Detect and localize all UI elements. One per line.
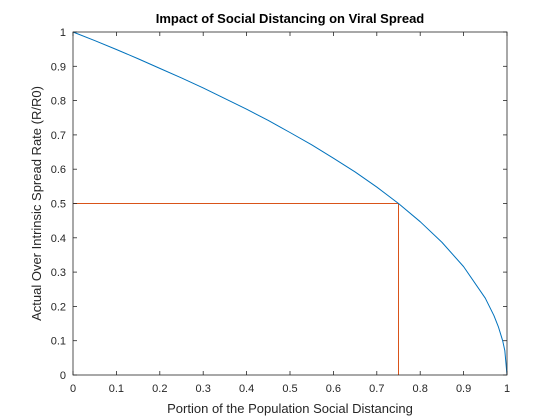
y-tick-label: 0.6 [51, 164, 66, 176]
ticks-layer [72, 31, 508, 376]
y-tick-label: 0.2 [51, 301, 66, 313]
x-tick-label: 0.7 [369, 383, 384, 395]
chart-title: Impact of Social Distancing on Viral Spr… [156, 11, 425, 26]
x-tick-label: 0.9 [456, 383, 471, 395]
y-tick-label: 0.5 [51, 199, 66, 211]
y-tick-label: 0.8 [51, 96, 66, 108]
x-tick-label: 0.2 [152, 383, 167, 395]
y-axis-title: Actual Over Intrinsic Spread Rate (R/R0) [29, 86, 44, 321]
y-tick-label: 0.7 [51, 130, 66, 142]
x-tick-label: 1 [504, 383, 510, 395]
x-tick-label: 0.1 [109, 383, 124, 395]
x-tick-label: 0.4 [239, 383, 254, 395]
x-tick-label: 0 [70, 383, 76, 395]
lines-layer [72, 31, 508, 376]
x-axis-title: Portion of the Population Social Distanc… [167, 401, 413, 416]
y-tick-label: 0.4 [51, 233, 66, 245]
y-tick-label: 0.3 [51, 267, 66, 279]
x-tick-label: 0.5 [282, 383, 297, 395]
x-tick-label: 0.8 [413, 383, 428, 395]
y-tick-label: 0.9 [51, 61, 66, 73]
tick-labels-layer: 0 0.1 0.2 0.3 0.4 0.5 0.6 0.7 0.8 0.9 1 0 0.1 0.2 0.3 0… [51, 27, 510, 395]
y-tick-label: 0.1 [51, 336, 66, 348]
y-tick-label: 1 [60, 27, 66, 39]
y-tick-label: 0 [60, 370, 66, 382]
x-tick-label: 0.6 [326, 383, 341, 395]
series-line-0 [72, 31, 508, 376]
x-tick-label: 0.3 [196, 383, 211, 395]
